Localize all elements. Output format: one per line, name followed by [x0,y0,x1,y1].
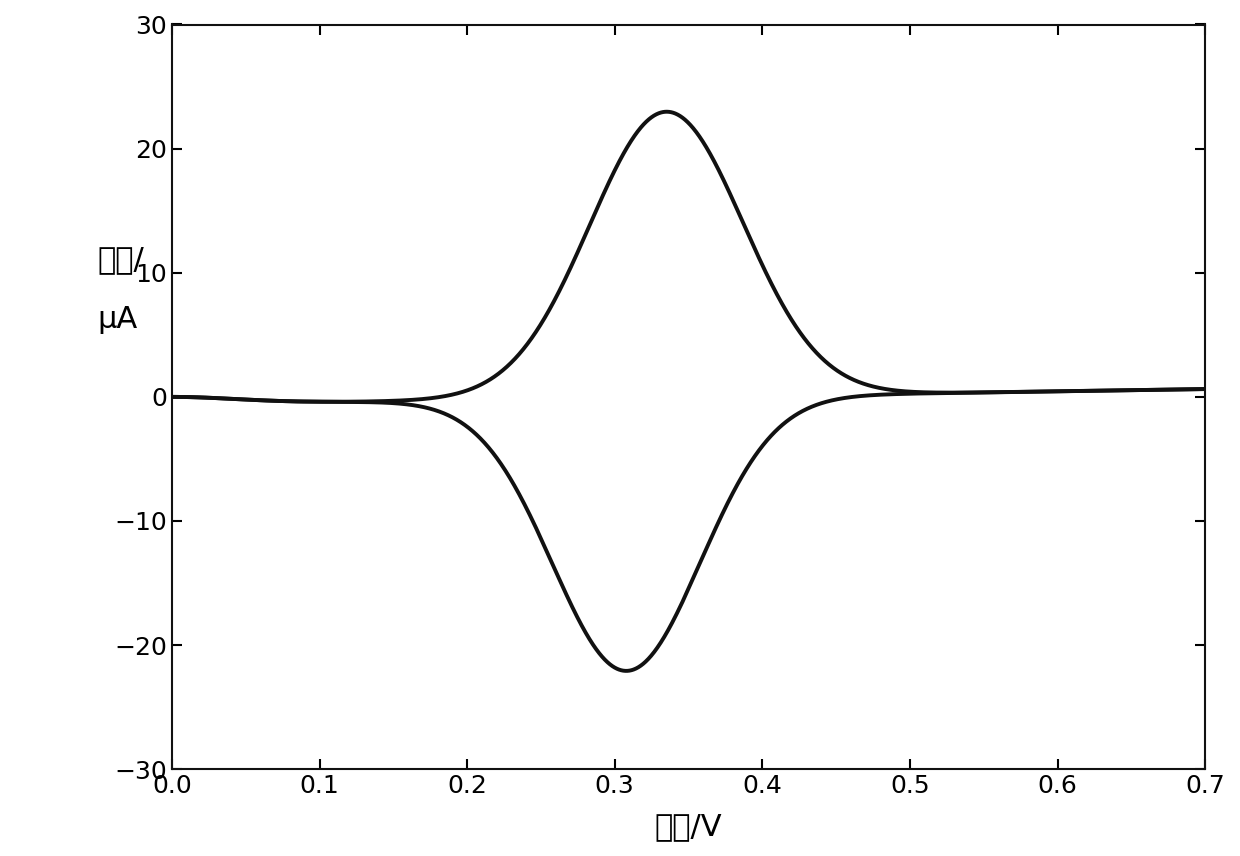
X-axis label: 电压/V: 电压/V [655,812,723,841]
Text: 电流/: 电流/ [98,245,144,274]
Text: μA: μA [98,305,138,334]
